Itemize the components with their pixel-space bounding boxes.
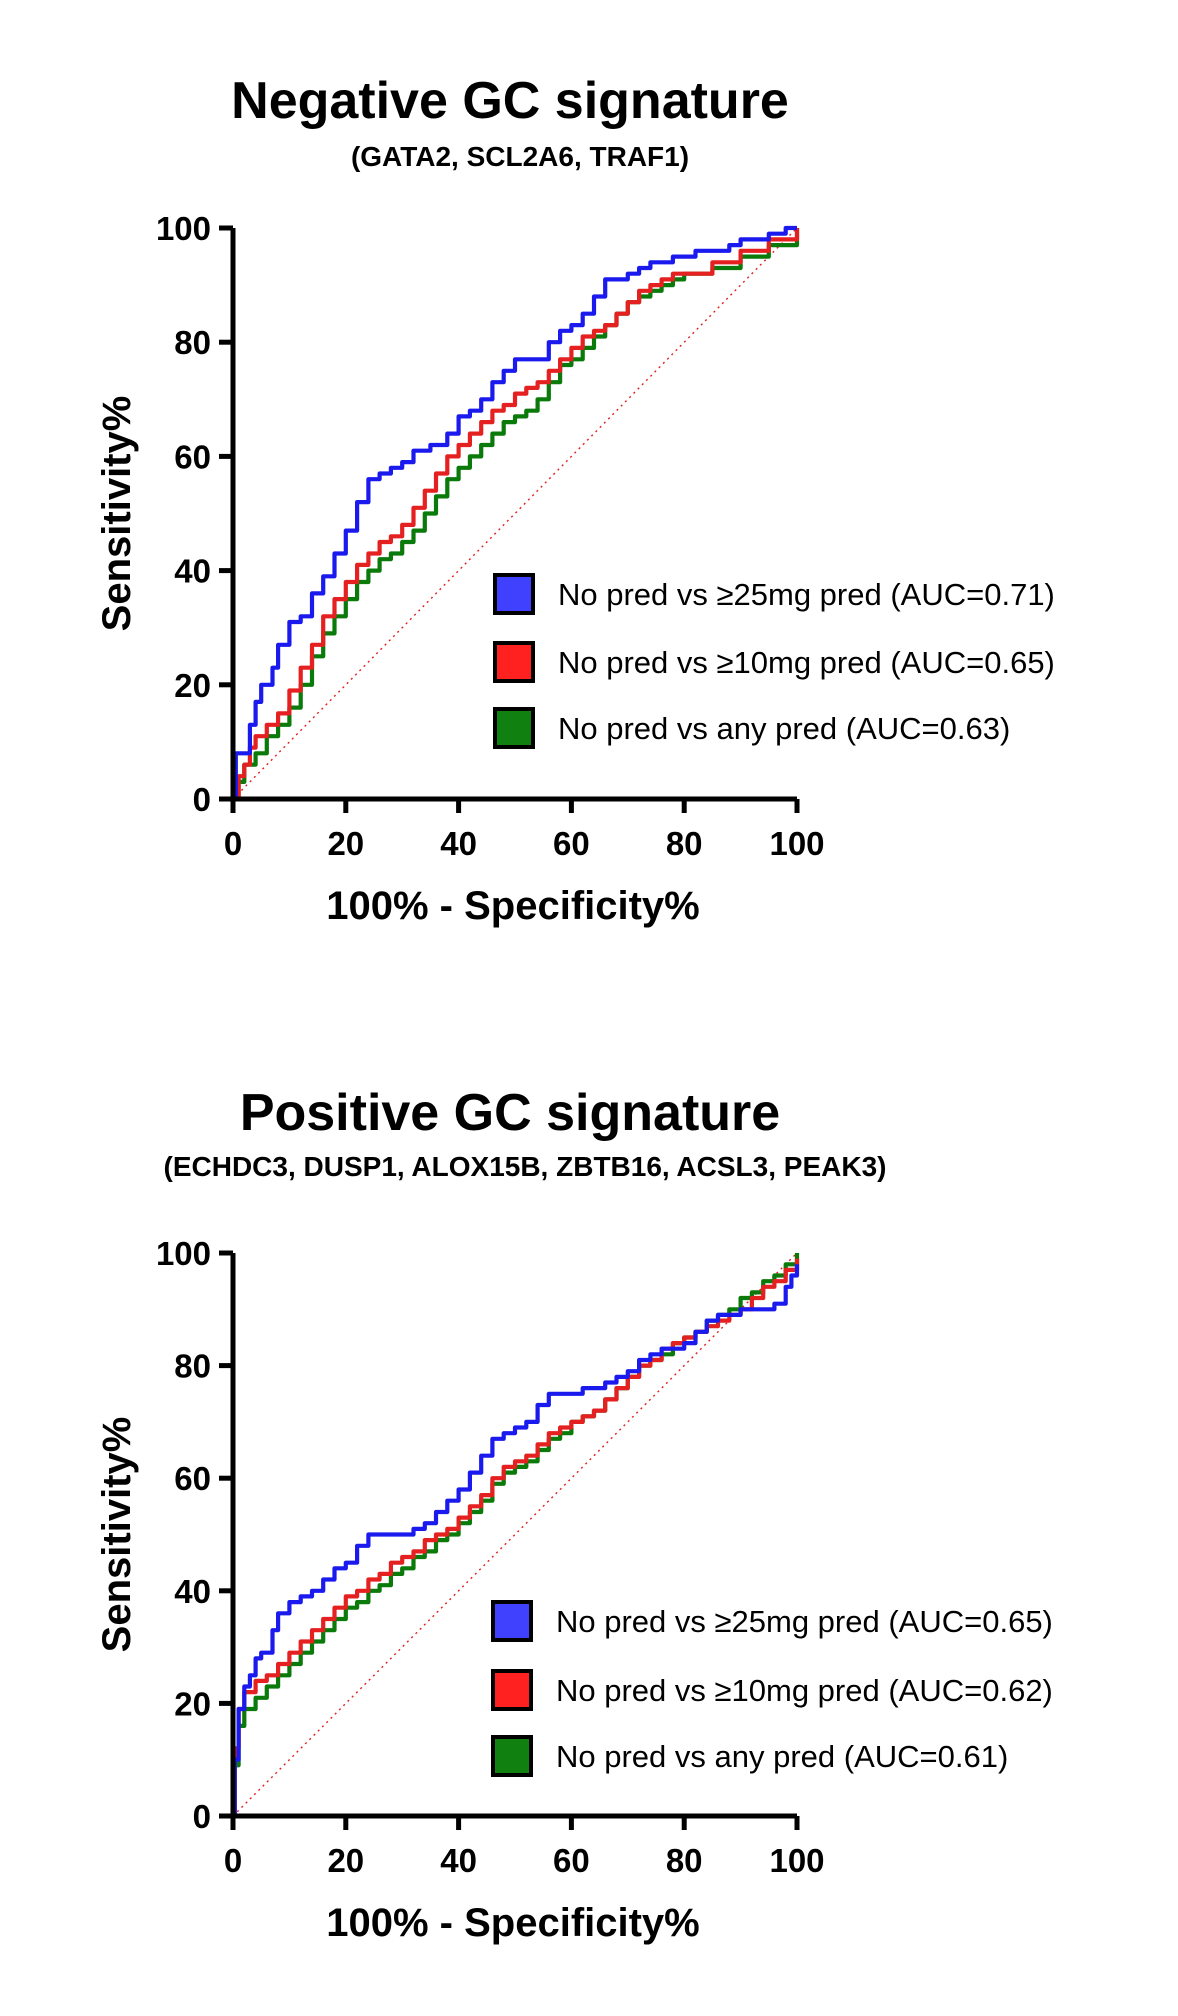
y-tick-label: 0	[193, 1798, 211, 1835]
x-tick-label: 100	[769, 1842, 824, 1879]
x-tick-label: 20	[327, 1842, 364, 1879]
y-tick-label: 20	[174, 1685, 211, 1722]
x-axis-label: 100% - Specificity%	[326, 1901, 700, 1945]
y-tick-label: 40	[174, 1573, 211, 1610]
x-tick-label: 20	[327, 825, 364, 862]
y-axis-label: Sensitivity%	[95, 1417, 139, 1653]
y-tick-label: 60	[174, 438, 211, 475]
legend-label-2: No pred vs ≥10mg pred (AUC=0.65)	[558, 645, 1055, 680]
x-tick-label: 80	[666, 825, 703, 862]
legend-swatch-3	[491, 1735, 533, 1777]
y-tick-label: 100	[156, 1235, 211, 1272]
roc-curve-series-1	[232, 1264, 800, 1819]
roc-curve-series-2	[232, 1258, 800, 1819]
roc-curve-series-3	[233, 228, 800, 802]
legend-label-3: No pred vs any pred (AUC=0.61)	[556, 1739, 1008, 1774]
y-tick-label: 20	[174, 667, 211, 704]
legend: No pred vs ≥25mg pred (AUC=0.71) No pred …	[493, 573, 1055, 749]
x-tick-label: 40	[440, 825, 477, 862]
legend-swatch-1	[493, 573, 535, 615]
chart-title: Positive GC signature	[240, 1084, 780, 1142]
y-tick-label: 60	[174, 1460, 211, 1497]
chart-title: Negative GC signature	[231, 72, 789, 130]
legend-swatch-1	[491, 1600, 533, 1642]
x-tick-label: 0	[224, 1842, 242, 1879]
reference-diagonal-line	[232, 1252, 798, 1817]
x-tick-label: 100	[769, 825, 824, 862]
legend-label-2: No pred vs ≥10mg pred (AUC=0.62)	[556, 1673, 1053, 1708]
roc-curve-series-3	[232, 1253, 800, 1819]
legend-label-1: No pred vs ≥25mg pred (AUC=0.65)	[556, 1604, 1053, 1639]
legend-label-3: No pred vs any pred (AUC=0.63)	[558, 711, 1010, 746]
x-tick-label: 80	[666, 1842, 703, 1879]
y-tick-label: 0	[193, 781, 211, 818]
roc-chart-2: Positive GC signature (ECHDC3, DUSP1, ALO…	[95, 1084, 1053, 1945]
y-tick-label: 80	[174, 324, 211, 361]
x-tick-label: 60	[553, 1842, 590, 1879]
y-tick-label: 40	[174, 553, 211, 590]
x-axis-label: 100% - Specificity%	[326, 884, 700, 928]
legend-swatch-2	[491, 1669, 533, 1711]
roc-chart-1: Negative GC signature (GATA2, SCL2A6, TRA…	[95, 72, 1055, 928]
legend-swatch-3	[493, 707, 535, 749]
legend: No pred vs ≥25mg pred (AUC=0.65) No pred …	[491, 1600, 1053, 1777]
reference-diagonal-line	[232, 227, 798, 800]
y-axis-label: Sensitivity%	[95, 396, 139, 632]
chart-subtitle: (GATA2, SCL2A6, TRAF1)	[351, 141, 689, 172]
roc-curve-series-1	[233, 225, 797, 802]
y-tick-label: 100	[156, 210, 211, 247]
legend-swatch-2	[493, 641, 535, 683]
y-tick-label: 80	[174, 1348, 211, 1385]
x-tick-label: 60	[553, 825, 590, 862]
x-tick-label: 0	[224, 825, 242, 862]
chart-subtitle: (ECHDC3, DUSP1, ALOX15B, ZBTB16, ACSL3, …	[164, 1151, 887, 1182]
legend-label-1: No pred vs ≥25mg pred (AUC=0.71)	[558, 577, 1055, 612]
roc-curve-series-2	[233, 228, 800, 802]
x-tick-label: 40	[440, 1842, 477, 1879]
